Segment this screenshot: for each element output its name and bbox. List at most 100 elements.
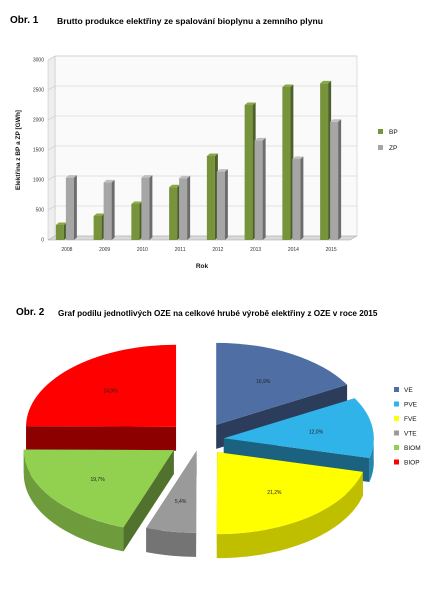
- bar-side: [338, 119, 342, 240]
- x-tick-label: 2008: [61, 247, 72, 253]
- legend-label-BIOP: BIOP: [404, 460, 420, 467]
- bar-side: [111, 179, 115, 240]
- gridline: [47, 55, 357, 61]
- bar-BP-2008: [55, 222, 67, 240]
- bar-BP-2014: [282, 84, 294, 240]
- bar-ZP-2008: [65, 175, 77, 240]
- slice-VTE: 5,4%: [146, 450, 197, 557]
- bar-side: [224, 169, 228, 240]
- bar-front: [93, 216, 102, 240]
- x-tick-label: 2014: [288, 247, 299, 253]
- bar-side: [187, 175, 191, 240]
- bar-front: [282, 87, 291, 240]
- slice-rim: [369, 435, 374, 482]
- legend-swatch-PVE: [394, 401, 399, 407]
- gridline: [47, 85, 357, 91]
- y-tick-label: 500: [36, 208, 45, 214]
- slice-BIOP: 24,9%: [26, 344, 177, 451]
- slice-wall: [123, 450, 174, 552]
- x-tick-label: 2013: [250, 247, 261, 253]
- bar-BP-2013: [244, 102, 256, 240]
- legend-label-VTE: VTE: [404, 431, 417, 438]
- bar-top: [216, 169, 228, 172]
- y-tick-label: 2000: [33, 118, 44, 124]
- bar-BP-2011: [169, 184, 181, 240]
- x-tick-label: 2015: [326, 247, 337, 253]
- bar-front: [216, 171, 225, 240]
- slice-label-BIOP: 24,9%: [103, 389, 118, 395]
- bar-BP-2010: [131, 201, 143, 240]
- slice-FVE: 21,2%: [216, 452, 363, 559]
- bar-top: [282, 84, 294, 87]
- x-axis-title: Rok: [196, 263, 209, 270]
- bar-front: [179, 178, 188, 240]
- bar-front: [65, 177, 74, 240]
- legend-swatch-BIOM: [394, 445, 399, 450]
- slice-label-VTE: 5,4%: [175, 499, 187, 505]
- slice-label-BIOM: 19,7%: [90, 477, 105, 483]
- x-tick-label: 2012: [212, 247, 223, 253]
- bar-side: [149, 175, 153, 240]
- bar-front: [55, 225, 64, 240]
- slice-rim: [146, 528, 197, 557]
- slice-wall: [26, 426, 177, 451]
- slice-top: [26, 344, 177, 427]
- bar-ZP-2011: [179, 175, 191, 240]
- legend-swatch-ZP: [378, 145, 383, 150]
- y-tick-label: 1000: [33, 178, 44, 184]
- slice-top: [146, 450, 197, 533]
- bar-front: [103, 182, 112, 240]
- bar-top: [55, 222, 67, 225]
- bar-top: [254, 137, 266, 141]
- bar-ZP-2012: [216, 169, 228, 240]
- slice-top: [216, 452, 363, 535]
- bar-side: [300, 156, 304, 240]
- legend-label-PVE: PVE: [404, 402, 418, 409]
- bar-BP-2009: [93, 213, 105, 240]
- bar-top: [141, 175, 153, 178]
- legend-swatch-BIOP: [394, 459, 399, 465]
- bar-top: [179, 175, 191, 179]
- bar-side: [262, 137, 266, 240]
- y-axis-title: Elektřina z BP a ZP [GWh]: [15, 110, 22, 190]
- bar-side: [73, 175, 77, 240]
- bar-top: [206, 153, 218, 156]
- bar-front: [169, 187, 178, 240]
- bar-top: [330, 119, 342, 122]
- slice-label-FVE: 21,2%: [267, 490, 282, 496]
- bar-ZP-2010: [141, 175, 153, 240]
- slice-label-VE: 16,9%: [256, 379, 271, 385]
- bar-chart: 0 500 1000 1500 2000 2500 3000 2008 2009 2010 2011…: [15, 55, 398, 270]
- slice-top: [216, 342, 348, 425]
- bar-front: [320, 83, 329, 241]
- slice-top: [23, 449, 174, 528]
- bar-front: [254, 140, 263, 240]
- y-tick-label: 3000: [33, 58, 44, 64]
- bar-top: [65, 175, 77, 178]
- legend-label-VE: VE: [404, 387, 413, 394]
- bar-front: [330, 121, 339, 240]
- bar-ZP-2013: [254, 137, 266, 240]
- bar-front: [244, 105, 253, 240]
- bar-front: [141, 177, 150, 240]
- legend-label-BP: BP: [389, 129, 398, 136]
- legend-swatch-FVE: [394, 416, 399, 421]
- y-tick-label: 1500: [33, 148, 44, 154]
- bar-ZP-2014: [292, 156, 304, 240]
- bar-top: [169, 184, 181, 188]
- figure1-title: Brutto produkce elektřiny ze spalování b…: [57, 16, 323, 26]
- figure2-number: Obr. 2: [16, 307, 45, 318]
- pie-chart: 16,9% 24,9% 12,0% 19,7% 21,2% 5,4% VE PVE FVE VTE…: [23, 342, 421, 559]
- bar-ZP-2009: [103, 179, 115, 240]
- bar-top: [93, 213, 105, 216]
- legend-label-FVE: FVE: [404, 416, 417, 423]
- legend-label-BIOM: BIOM: [404, 445, 421, 452]
- legend-swatch-BP: [378, 129, 383, 134]
- bar-front: [206, 156, 215, 240]
- bar-BP-2015: [320, 80, 332, 241]
- bar-top: [131, 201, 143, 204]
- slice-BIOM: 19,7%: [23, 449, 174, 552]
- slice-label-PVE: 12,0%: [309, 429, 324, 435]
- gridline: [47, 115, 357, 121]
- x-tick-label: 2009: [99, 247, 110, 253]
